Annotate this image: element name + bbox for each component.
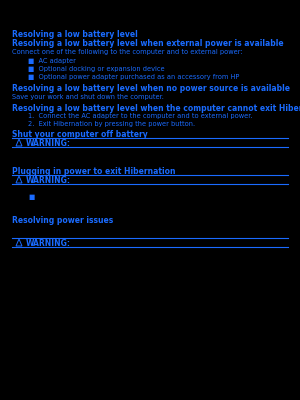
- Text: ■  AC adapter: ■ AC adapter: [28, 58, 76, 64]
- Text: WARNING:: WARNING:: [26, 176, 71, 185]
- Text: Resolving a low battery level when the computer cannot exit Hibernation: Resolving a low battery level when the c…: [12, 104, 300, 113]
- Text: Connect one of the following to the computer and to external power:: Connect one of the following to the comp…: [12, 49, 243, 55]
- Text: Resolving power issues: Resolving power issues: [12, 216, 113, 225]
- Text: WARNING:: WARNING:: [26, 239, 71, 248]
- Text: 2.  Exit Hibernation by pressing the power button.: 2. Exit Hibernation by pressing the powe…: [28, 121, 195, 127]
- Text: 1.  Connect the AC adapter to the computer and to external power.: 1. Connect the AC adapter to the compute…: [28, 113, 253, 119]
- Text: Shut your computer off battery: Shut your computer off battery: [12, 130, 148, 139]
- Text: ■  Optional power adapter purchased as an accessory from HP: ■ Optional power adapter purchased as an…: [28, 74, 239, 80]
- Text: Plugging in power to exit Hibernation: Plugging in power to exit Hibernation: [12, 167, 175, 176]
- Text: WARNING:: WARNING:: [26, 139, 71, 148]
- Text: Save your work and shut down the computer.: Save your work and shut down the compute…: [12, 94, 164, 100]
- Text: ■: ■: [28, 194, 34, 200]
- Text: Resolving a low battery level when external power is available: Resolving a low battery level when exter…: [12, 39, 284, 48]
- Text: Resolving a low battery level: Resolving a low battery level: [12, 30, 138, 39]
- Text: ■  Optional docking or expansion device: ■ Optional docking or expansion device: [28, 66, 165, 72]
- Text: Resolving a low battery level when no power source is available: Resolving a low battery level when no po…: [12, 84, 290, 93]
